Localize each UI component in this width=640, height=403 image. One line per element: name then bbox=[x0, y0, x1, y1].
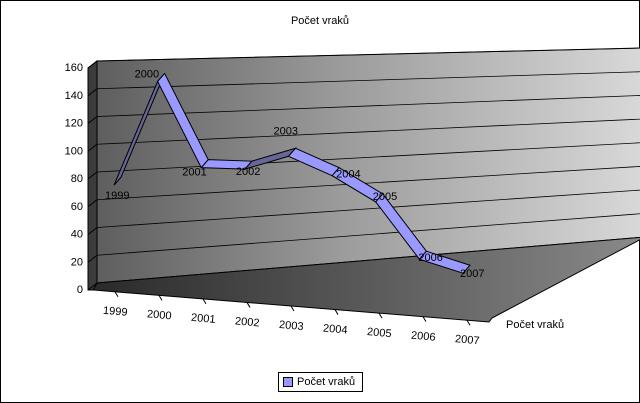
chart-point-label: 2000 bbox=[135, 68, 159, 80]
chart-y-tick bbox=[87, 282, 98, 291]
chart-gridline bbox=[96, 47, 640, 62]
chart-point-label: 2004 bbox=[336, 169, 360, 181]
chart-y-tick-label: 140 bbox=[65, 90, 83, 102]
chart-point-label: 2005 bbox=[373, 191, 397, 203]
chart-y-tick-label: 60 bbox=[71, 201, 83, 213]
legend-label: Počet vraků bbox=[297, 376, 356, 388]
legend-swatch bbox=[283, 377, 293, 387]
chart-point-label: 2007 bbox=[460, 268, 484, 280]
chart-y-tick bbox=[87, 116, 98, 124]
chart-x-tick-label: 2001 bbox=[191, 312, 216, 326]
chart-y-tick-label: 0 bbox=[77, 284, 83, 296]
chart-gridline bbox=[96, 213, 640, 256]
chart-y-tick-label: 100 bbox=[65, 145, 83, 157]
chart-y-tick bbox=[87, 88, 98, 97]
chart-y-tick-label: 20 bbox=[71, 256, 83, 268]
chart-x-tick-label: 2005 bbox=[367, 326, 392, 340]
chart-point-label: 2003 bbox=[274, 125, 298, 137]
chart-x-tick bbox=[290, 305, 295, 312]
chart-x-tick-label: 2007 bbox=[455, 333, 480, 347]
chart-point-label: 1999 bbox=[105, 190, 129, 202]
chart-y-tick-label: 120 bbox=[65, 118, 83, 130]
chart-x-tick bbox=[158, 295, 163, 301]
chart-y-tick bbox=[87, 199, 98, 208]
chart-y-tick bbox=[87, 171, 98, 180]
chart-gridline bbox=[96, 166, 640, 201]
chart-x-tick-label: 2000 bbox=[147, 308, 172, 322]
chart-series-segment bbox=[418, 250, 471, 274]
chart-y-tick-label: 40 bbox=[71, 229, 83, 241]
chart-gridline bbox=[96, 142, 640, 173]
chart-x-tick bbox=[202, 298, 207, 305]
chart-title: Počet vraků bbox=[290, 15, 350, 27]
chart-x-tick bbox=[334, 309, 339, 315]
chart-x-tick bbox=[114, 291, 119, 298]
chart-x-tick-label: 1999 bbox=[103, 305, 128, 319]
chart-point-label: 2002 bbox=[236, 166, 260, 178]
chart-depth-axis-label: Počet vraků bbox=[506, 319, 564, 331]
chart-gridline bbox=[96, 189, 640, 228]
chart-x-tick-label: 2004 bbox=[323, 323, 348, 337]
chart-y-tick bbox=[87, 227, 98, 235]
chart-point-label: 2001 bbox=[182, 167, 206, 179]
chart-x-tick bbox=[422, 316, 427, 322]
chart-y-tick bbox=[87, 254, 98, 263]
chart-x-tick bbox=[246, 302, 251, 308]
chart-y-tick bbox=[87, 143, 98, 152]
chart-legend: Počet vraků bbox=[278, 372, 363, 392]
chart-point-label: 2006 bbox=[418, 252, 442, 264]
chart-gridline bbox=[96, 71, 640, 90]
chart-gridline bbox=[96, 95, 640, 117]
chart-y-tick-label: 160 bbox=[65, 62, 83, 74]
chart-y-tick bbox=[87, 60, 98, 69]
chart-x-tick-label: 2002 bbox=[235, 315, 260, 329]
chart-x-tick bbox=[466, 319, 471, 326]
chart-x-tick bbox=[378, 312, 383, 319]
chart-y-tick-label: 80 bbox=[71, 173, 83, 185]
chart-x-tick-label: 2003 bbox=[279, 319, 304, 333]
chart-x-tick-label: 2006 bbox=[411, 330, 436, 344]
